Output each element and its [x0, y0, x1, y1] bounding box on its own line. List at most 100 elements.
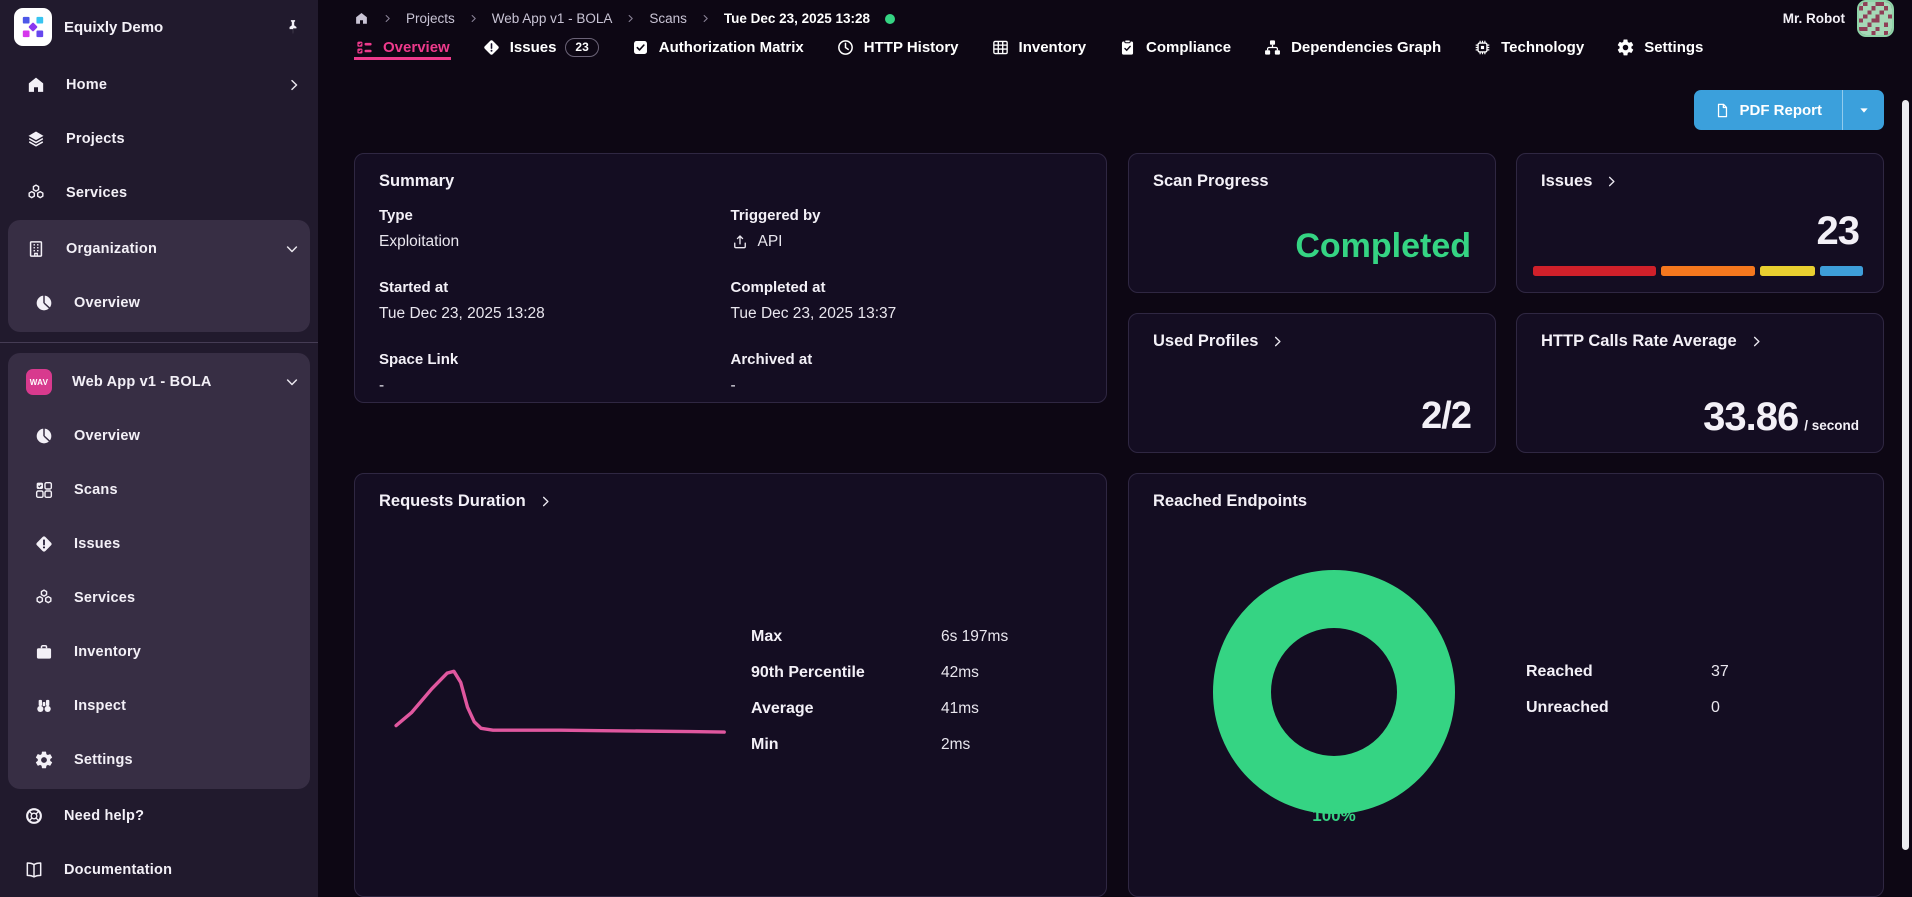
- tab-label: Dependencies Graph: [1291, 38, 1442, 56]
- pdf-report-main[interactable]: PDF Report: [1694, 90, 1843, 130]
- tab-settings[interactable]: Settings: [1615, 37, 1704, 60]
- reached-endpoints-donut-chart: [1213, 570, 1455, 814]
- sidebar-item-services[interactable]: Services: [8, 571, 310, 625]
- scrollbar-thumb[interactable]: [1902, 100, 1909, 850]
- briefcase-icon: [34, 642, 54, 662]
- app-logo[interactable]: [14, 8, 52, 46]
- sidebar-group-web-app-v1-bola: WAV Web App v1 - BOLA Overview Scans Issues S…: [8, 353, 310, 789]
- sidebar-item-label: Projects: [66, 131, 125, 147]
- sidebar-item-need-help[interactable]: Need help?: [0, 789, 318, 843]
- requests-duration-card: Requests Duration Max 6s 197ms 90th Percen…: [354, 473, 1107, 897]
- user-menu[interactable]: Mr. Robot: [1783, 0, 1894, 37]
- field-label: Type: [379, 207, 413, 224]
- issues-severity-bar: [1533, 266, 1863, 276]
- requests-duration-title-row[interactable]: Requests Duration: [379, 492, 1082, 511]
- cubes-icon: [34, 588, 54, 608]
- tab-bar: Overview Issues 23 Authorization Matrix HTTP…: [318, 37, 1912, 60]
- main-area: Projects Web App v1 - BOLA Scans Tue Dec 23…: [318, 0, 1912, 897]
- sidebar-item-inventory[interactable]: Inventory: [8, 625, 310, 679]
- stat-label-90th-percentile: 90th Percentile: [751, 664, 865, 681]
- sidebar-item-label: Inspect: [74, 698, 127, 714]
- pie-icon: [34, 293, 54, 313]
- building-icon: [26, 239, 46, 259]
- pdf-report-dropdown[interactable]: [1842, 90, 1884, 130]
- used-profiles-title-row[interactable]: Used Profiles: [1153, 332, 1471, 351]
- legend-label-reached: Reached: [1526, 663, 1593, 680]
- breadcrumb-item-web-app-v1-bola[interactable]: Web App v1 - BOLA: [491, 11, 613, 26]
- tab-overview[interactable]: Overview: [354, 37, 451, 60]
- avatar[interactable]: [1857, 0, 1894, 37]
- breadcrumb: Projects Web App v1 - BOLA Scans Tue Dec 23…: [354, 11, 895, 26]
- tab-technology[interactable]: Technology: [1472, 37, 1585, 60]
- sidebar-item-overview[interactable]: Overview: [8, 409, 310, 463]
- issues-title-row[interactable]: Issues: [1541, 172, 1859, 191]
- sidebar-item-label: Services: [66, 185, 128, 201]
- tab-dependencies-graph[interactable]: Dependencies Graph: [1262, 37, 1442, 60]
- chevron-right-icon: [1604, 174, 1619, 189]
- sidebar-item-home[interactable]: Home: [0, 58, 318, 112]
- summary-field-completed-at: Completed at Tue Dec 23, 2025 13:37: [731, 279, 1083, 323]
- sidebar-item-overview[interactable]: Overview: [8, 276, 310, 330]
- breadcrumb-separator-icon: [382, 13, 393, 24]
- stat-value-average: 41ms: [941, 700, 979, 717]
- tab-compliance[interactable]: Compliance: [1117, 37, 1232, 60]
- sidebar-item-web-app-v1-bola[interactable]: WAV Web App v1 - BOLA: [8, 355, 310, 409]
- scans-icon: [34, 480, 54, 500]
- requests-duration-title: Requests Duration: [379, 492, 526, 510]
- sidebar-item-label: Issues: [74, 536, 121, 552]
- sidebar-item-issues[interactable]: Issues: [8, 517, 310, 571]
- stat-label-average: Average: [751, 700, 814, 717]
- reached-endpoints-title: Reached Endpoints: [1153, 492, 1308, 510]
- field-value: Tue Dec 23, 2025 13:28: [379, 305, 731, 323]
- pie-icon: [34, 426, 54, 446]
- upload-icon: [731, 233, 749, 251]
- summary-title-row: Summary: [379, 172, 1082, 191]
- kpi-row-2: Used Profiles 2/2 HTTP Calls Rate Averag…: [1128, 313, 1884, 453]
- tab-authorization-matrix[interactable]: Authorization Matrix: [630, 37, 805, 60]
- used-profiles-card: Used Profiles 2/2: [1128, 313, 1496, 453]
- breadcrumb-item-scans[interactable]: Scans: [649, 11, 687, 26]
- summary-field-archived-at: Archived at -: [731, 351, 1083, 395]
- stat-value-max: 6s 197ms: [941, 628, 1009, 645]
- issue-icon: [482, 38, 501, 57]
- field-value-text: -: [730, 377, 736, 394]
- stat-value-90th-percentile: 42ms: [941, 664, 979, 681]
- sidebar-item-settings[interactable]: Settings: [8, 733, 310, 787]
- field-value: Exploitation: [379, 233, 731, 251]
- tab-label: Authorization Matrix: [658, 38, 804, 56]
- kpi-row-1: Scan Progress Completed Issues 23: [1128, 153, 1884, 293]
- sidebar-item-scans[interactable]: Scans: [8, 463, 310, 517]
- breadcrumb-item-projects[interactable]: Projects: [406, 11, 455, 26]
- tab-inventory[interactable]: Inventory: [990, 37, 1088, 60]
- sidebar-item-services[interactable]: Services: [0, 166, 318, 220]
- sidebar-item-projects[interactable]: Projects: [0, 112, 318, 166]
- breadcrumb-separator-icon: [468, 13, 479, 24]
- issue-icon: [34, 534, 54, 554]
- sidebar-item-documentation[interactable]: Documentation: [0, 843, 318, 897]
- requests-duration-chart: [391, 652, 731, 744]
- gear-icon: [1616, 38, 1635, 57]
- tab-issues[interactable]: Issues 23: [481, 37, 600, 60]
- sidebar-divider: [0, 342, 318, 343]
- clock-icon: [836, 38, 855, 57]
- cards-grid: Summary Type Exploitation Triggered by API S…: [354, 153, 1884, 897]
- field-value-text: Tue Dec 23, 2025 13:28: [379, 305, 545, 322]
- issues-title: Issues: [1541, 172, 1593, 190]
- summary-card: Summary Type Exploitation Triggered by API S…: [354, 153, 1107, 403]
- sidebar-item-organization[interactable]: Organization: [8, 222, 310, 276]
- summary-fields: Type Exploitation Triggered by API Started a…: [379, 207, 1082, 395]
- tab-http-history[interactable]: HTTP History: [835, 37, 960, 60]
- pdf-report-button[interactable]: PDF Report: [1693, 90, 1884, 130]
- sidebar-item-label: Web App v1 - BOLA: [72, 374, 212, 390]
- tab-label: Inventory: [1018, 38, 1087, 56]
- http-rate-value-wrap: 33.86 / second: [1703, 395, 1859, 440]
- clipboard-icon: [1118, 38, 1137, 57]
- breadcrumb-separator-icon: [700, 13, 711, 24]
- sidebar-item-inspect[interactable]: Inspect: [8, 679, 310, 733]
- pdf-report-label: PDF Report: [1739, 101, 1823, 119]
- http-rate-title-row[interactable]: HTTP Calls Rate Average: [1541, 332, 1859, 351]
- tab-label: Technology: [1501, 38, 1585, 56]
- gear-icon: [34, 750, 54, 770]
- tab-label: Issues: [509, 38, 557, 56]
- pin-icon[interactable]: [284, 18, 302, 36]
